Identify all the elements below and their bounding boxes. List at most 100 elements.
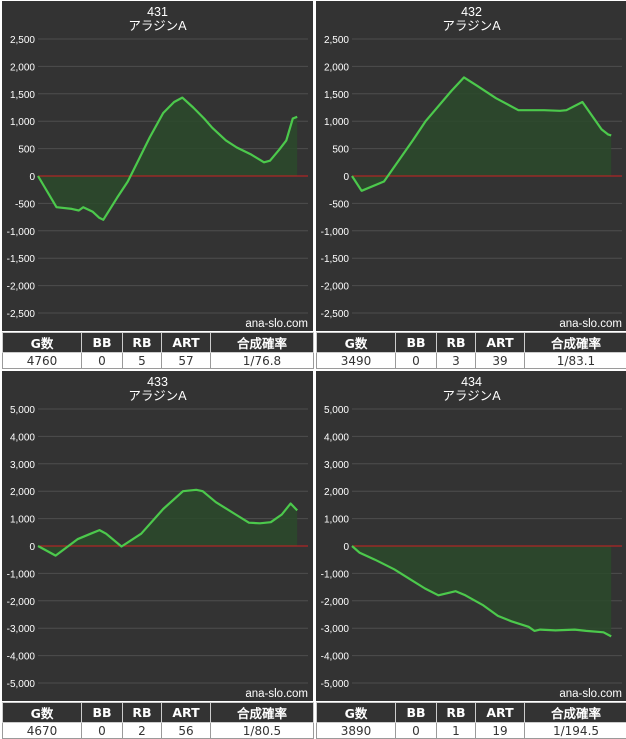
stats-rb-value: 5	[123, 353, 162, 369]
y-tick-label: -500	[15, 199, 35, 210]
stats-games-value: 4760	[3, 353, 82, 369]
graph-svg: 433アラジンA5,0004,0003,0002,0001,0000-1,000…	[2, 371, 313, 701]
watermark: ana-slo.com	[559, 318, 622, 330]
y-tick-label: 5,000	[324, 405, 349, 416]
stats-probability-value: 1/83.1	[525, 353, 626, 369]
stats-value-row: 3890 0 1 19 1/194.5	[317, 723, 626, 739]
stats-table: G数 BB RB ART 合成確率 4760 0 5 57 1/76.8	[2, 332, 314, 369]
y-tick-label: 3,000	[10, 460, 35, 471]
stats-table: G数 BB RB ART 合成確率 3490 0 3 39 1/83.1	[316, 332, 626, 369]
y-tick-label: -1,000	[321, 227, 350, 238]
y-tick-label: 500	[332, 145, 349, 156]
stats-header-games: G数	[317, 333, 396, 353]
y-tick-label: -1,000	[7, 227, 36, 238]
y-tick-label: -2,000	[321, 282, 350, 293]
y-tick-label: 1,500	[324, 90, 349, 101]
y-tick-label: -1,000	[321, 569, 350, 580]
stats-value-row: 4670 0 2 56 1/80.5	[3, 723, 314, 739]
stats-header-games: G数	[3, 703, 82, 723]
y-tick-label: 2,500	[10, 35, 35, 46]
y-tick-label: 3,000	[324, 460, 349, 471]
stats-header-probability: 合成確率	[211, 703, 314, 723]
y-tick-label: 2,000	[10, 62, 35, 73]
y-tick-label: 1,000	[324, 515, 349, 526]
y-tick-label: 1,000	[10, 117, 35, 128]
chart-title: 434	[461, 375, 482, 389]
stats-probability-value: 1/76.8	[211, 353, 314, 369]
area-fill	[352, 546, 611, 636]
y-tick-label: -500	[329, 199, 349, 210]
y-tick-label: 2,000	[10, 487, 35, 498]
y-tick-label: 0	[29, 172, 35, 183]
stats-header-art: ART	[476, 703, 525, 723]
stats-header-row: G数 BB RB ART 合成確率	[317, 703, 626, 723]
stats-bb-value: 0	[396, 353, 437, 369]
stats-probability-value: 1/80.5	[211, 723, 314, 739]
stats-header-art: ART	[162, 703, 211, 723]
stats-header-rb: RB	[123, 703, 162, 723]
y-tick-label: 4,000	[324, 432, 349, 443]
stats-value-row: 3490 0 3 39 1/83.1	[317, 353, 626, 369]
y-tick-label: -4,000	[7, 652, 36, 663]
y-tick-label: 2,000	[324, 487, 349, 498]
stats-games-value: 3890	[317, 723, 396, 739]
stats-header-row: G数 BB RB ART 合成確率	[3, 333, 314, 353]
chart-title: 431	[147, 5, 168, 19]
y-tick-label: -3,000	[321, 624, 350, 635]
y-tick-label: -1,500	[321, 254, 350, 265]
chart-subtitle: アラジンA	[128, 18, 187, 33]
y-tick-label: 1,000	[324, 117, 349, 128]
chart-title: 433	[147, 375, 168, 389]
stats-header-art: ART	[162, 333, 211, 353]
stats-art-value: 56	[162, 723, 211, 739]
chart-subtitle: アラジンA	[442, 18, 501, 33]
stats-header-bb: BB	[82, 333, 123, 353]
y-tick-label: 500	[18, 145, 35, 156]
area-fill	[352, 77, 611, 190]
watermark: ana-slo.com	[559, 688, 622, 700]
y-tick-label: -2,000	[7, 597, 36, 608]
y-tick-label: 5,000	[10, 405, 35, 416]
stats-header-bb: BB	[82, 703, 123, 723]
stats-rb-value: 3	[437, 353, 476, 369]
y-tick-label: -4,000	[321, 652, 350, 663]
stats-header-probability: 合成確率	[211, 333, 314, 353]
chart-title: 432	[461, 5, 482, 19]
y-tick-label: -2,500	[7, 309, 36, 320]
y-tick-label: 2,000	[324, 62, 349, 73]
stats-art-value: 19	[476, 723, 525, 739]
y-tick-label: -1,000	[7, 569, 36, 580]
stats-header-bb: BB	[396, 703, 437, 723]
stats-header-rb: RB	[437, 333, 476, 353]
y-tick-label: -5,000	[7, 679, 36, 690]
stats-header-bb: BB	[396, 333, 437, 353]
stats-art-value: 39	[476, 353, 525, 369]
stats-bb-value: 0	[82, 723, 123, 739]
y-tick-label: -3,000	[7, 624, 36, 635]
y-tick-label: -5,000	[321, 679, 350, 690]
stats-bb-value: 0	[396, 723, 437, 739]
y-tick-label: 1,000	[10, 515, 35, 526]
stats-probability-value: 1/194.5	[525, 723, 626, 739]
stats-games-value: 3490	[317, 353, 396, 369]
stats-bb-value: 0	[82, 353, 123, 369]
y-tick-label: 0	[343, 542, 349, 553]
chart-subtitle: アラジンA	[442, 388, 501, 403]
y-tick-label: -1,500	[7, 254, 36, 265]
stats-rb-value: 2	[123, 723, 162, 739]
stats-header-art: ART	[476, 333, 525, 353]
graph-svg: 432アラジンA2,5002,0001,5001,0005000-500-1,0…	[316, 1, 626, 331]
stats-table: G数 BB RB ART 合成確率 4670 0 2 56 1/80.5	[2, 702, 314, 739]
y-tick-label: 1,500	[10, 90, 35, 101]
y-tick-label: 2,500	[324, 35, 349, 46]
stats-header-row: G数 BB RB ART 合成確率	[317, 333, 626, 353]
stats-header-row: G数 BB RB ART 合成確率	[3, 703, 314, 723]
